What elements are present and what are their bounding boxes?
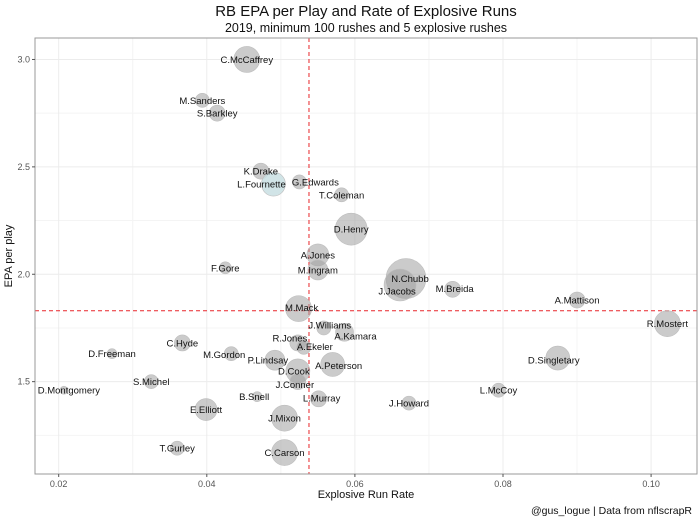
point-label: R.Mostert	[647, 319, 689, 330]
point-label: L.McCoy	[480, 386, 518, 397]
data-point	[195, 92, 210, 108]
data-point	[320, 352, 345, 377]
point-label: A.Kamara	[334, 332, 377, 343]
x-tick-label: 0.10	[642, 479, 660, 489]
point-label: J.Howard	[389, 399, 429, 410]
chart-subtitle: 2019, minimum 100 rushes and 5 explosive…	[225, 21, 507, 35]
point-label: S.Barkley	[197, 109, 238, 120]
point-label: A.Peterson	[315, 361, 362, 372]
data-point	[251, 391, 263, 402]
grid	[35, 38, 697, 474]
point-labels: C.McCaffrey M.Sanders S.Barkley K.Drake L.Fo…	[38, 55, 689, 459]
data-point	[271, 439, 298, 466]
data-point	[106, 348, 118, 360]
data-point	[233, 46, 261, 73]
data-point	[252, 162, 270, 180]
panel-border	[34, 37, 698, 475]
point-label: A.Ekeler	[297, 342, 333, 353]
point-label: E.Elliott	[190, 405, 223, 416]
data-point	[169, 440, 185, 456]
point-label: D.Freeman	[88, 349, 136, 360]
data-point	[174, 334, 191, 352]
point-label: C.McCaffrey	[220, 55, 273, 66]
x-tick-label: 0.04	[198, 479, 216, 489]
point-label: T.Gurley	[159, 444, 195, 455]
chart-title: RB EPA per Play and Rate of Explosive Ru…	[215, 3, 517, 20]
data-point	[223, 346, 239, 362]
y-tick-label: 2.0	[17, 269, 30, 279]
point-label: M.Breida	[436, 284, 475, 295]
x-axis-label: Explosive Run Rate	[318, 489, 415, 501]
point-label: F.Gore	[211, 263, 240, 274]
data-point	[401, 395, 417, 411]
point-label: L.Murray	[303, 393, 341, 404]
points	[59, 46, 681, 466]
point-label: M.Ingram	[298, 265, 338, 276]
panel-background	[35, 38, 697, 474]
data-point	[292, 174, 307, 190]
point-label: M.Sanders	[179, 96, 225, 107]
point-label: A.Mattison	[555, 296, 600, 307]
data-point	[545, 345, 571, 371]
data-point	[491, 382, 506, 398]
point-label: D.Henry	[334, 225, 369, 236]
point-label: C.Hyde	[167, 338, 199, 349]
point-label: R.Jones	[272, 333, 307, 344]
axis-ticks: 0.02 0.04 0.06 0.08 0.10 1.5 2.0 2.5 3.0	[17, 54, 659, 489]
data-point	[307, 259, 329, 281]
data-point	[261, 171, 286, 197]
data-point	[654, 310, 681, 337]
x-tick-label: 0.06	[346, 479, 364, 489]
point-label: L.Fournette	[237, 180, 286, 191]
point-label: K.Drake	[244, 167, 278, 178]
point-label: A.Jones	[301, 250, 336, 261]
y-axis-label: EPA per play	[3, 224, 15, 287]
point-label: J.Conner	[276, 380, 315, 391]
data-point	[285, 295, 312, 322]
y-tick-label: 2.5	[17, 162, 30, 172]
data-point	[383, 268, 417, 302]
point-label: T.Coleman	[319, 190, 364, 201]
data-point	[208, 104, 226, 122]
data-point	[143, 374, 159, 389]
data-point	[334, 212, 368, 246]
data-point	[59, 385, 69, 395]
y-tick-label: 3.0	[17, 54, 30, 64]
caption: @gus_logue | Data from nflscrapR	[531, 505, 692, 517]
point-label: C.Carson	[264, 448, 304, 459]
x-tick-label: 0.02	[50, 479, 68, 489]
point-label: P.Lindsay	[248, 356, 289, 367]
data-point	[444, 280, 461, 298]
point-label: J.Williams	[308, 320, 351, 331]
data-point	[296, 339, 312, 355]
point-label: B.Snell	[239, 392, 269, 403]
data-point	[568, 291, 586, 309]
data-point	[335, 322, 354, 342]
point-label: D.Singletary	[528, 356, 580, 367]
x-tick-label: 0.08	[494, 479, 512, 489]
data-point	[316, 320, 332, 336]
data-point	[219, 261, 232, 275]
point-label: J.Mixon	[268, 414, 301, 425]
data-point	[194, 398, 218, 421]
data-point	[334, 187, 349, 203]
point-label: S.Michel	[133, 377, 169, 388]
data-point	[310, 390, 327, 408]
point-label: D.Montgomery	[38, 386, 101, 397]
point-label: G.Edwards	[292, 177, 339, 188]
point-label: N.Chubb	[391, 274, 429, 285]
point-label: D.Cook	[278, 366, 310, 377]
point-label: J.Jacobs	[378, 286, 416, 297]
data-point	[289, 373, 307, 390]
data-point	[264, 349, 286, 371]
point-label: M.Mack	[285, 303, 319, 314]
y-tick-label: 1.5	[17, 377, 30, 387]
data-point	[271, 404, 298, 432]
point-label: M.Gordon	[203, 350, 245, 361]
